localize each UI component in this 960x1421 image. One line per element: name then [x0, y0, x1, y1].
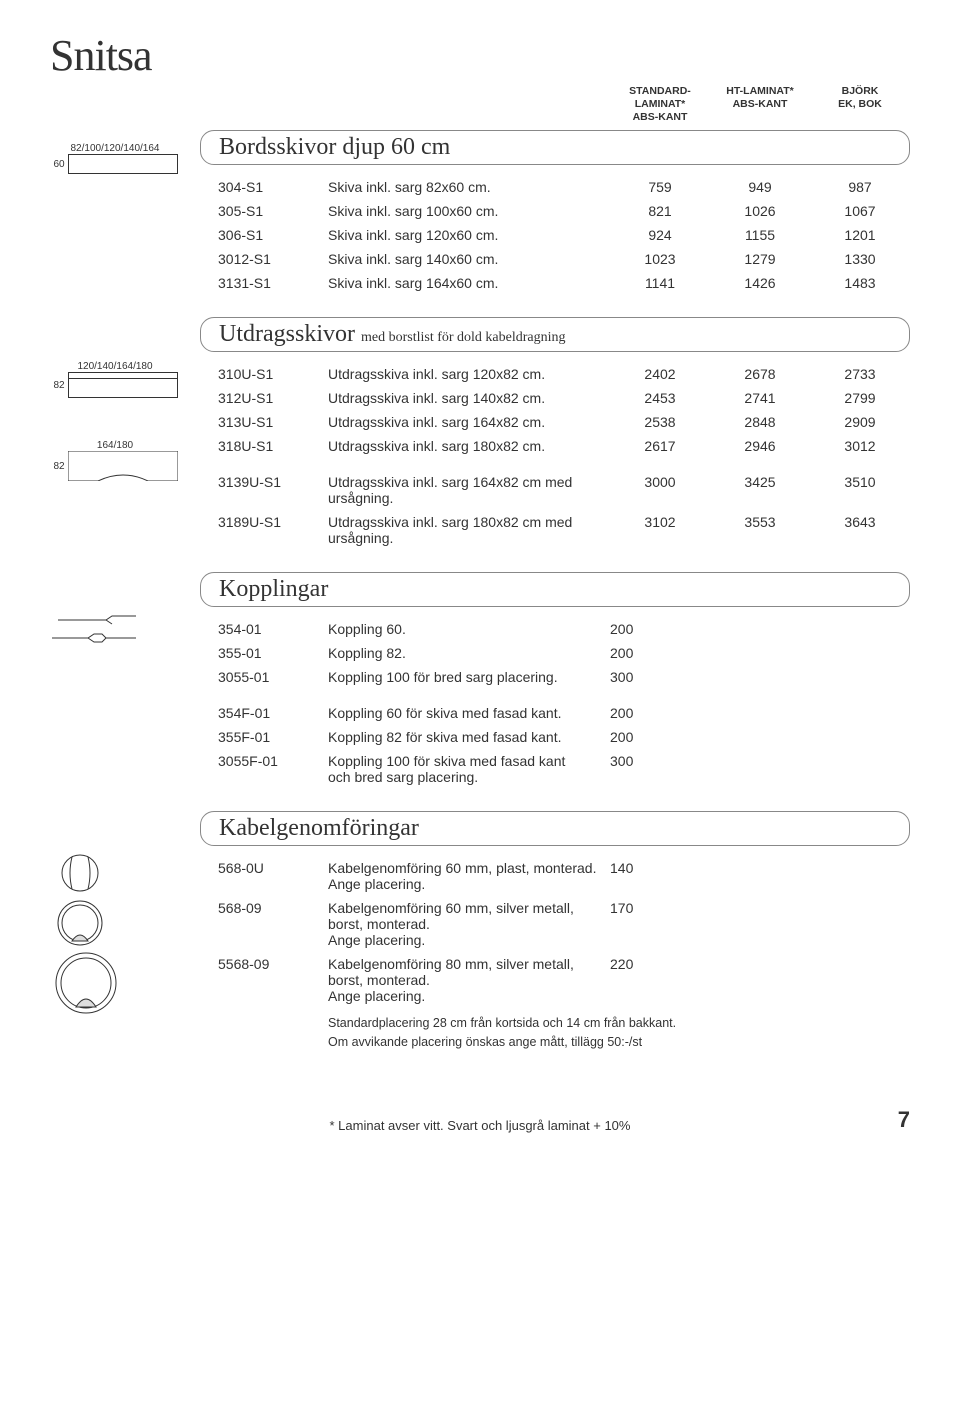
table-row: 3189U-S1Utdragsskiva inkl. sarg 180x82 c… — [218, 510, 910, 550]
table-row: 355-01Koppling 82.200 — [218, 641, 910, 665]
section-heading: Bordsskivor djup 60 cm — [219, 134, 450, 160]
section-heading: Kopplingar — [219, 576, 328, 602]
table-row: 3139U-S1Utdragsskiva inkl. sarg 164x82 c… — [218, 470, 910, 510]
coupling-icon — [50, 612, 200, 651]
table-row: 305-S1Skiva inkl. sarg 100x60 cm.8211026… — [218, 199, 910, 223]
page-title: Snitsa — [50, 30, 910, 81]
column-headers: STANDARD- LAMINAT* ABS-KANT HT-LAMINAT* … — [200, 85, 910, 124]
section1-table: 304-S1Skiva inkl. sarg 82x60 cm.75994998… — [200, 175, 910, 295]
section-utdragsskivor: 120/140/164/180 82 164/180 82 Utdragsski… — [50, 317, 910, 550]
grommet-icon — [50, 851, 200, 1024]
section-heading: Utdragsskivor — [219, 321, 355, 348]
table-row: 313U-S1Utdragsskiva inkl. sarg 164x82 cm… — [218, 410, 910, 434]
page-number: 7 — [870, 1107, 910, 1133]
section-heading: Kabelgenomföringar — [219, 815, 419, 841]
section3-table-1: 354-01Koppling 60.200 355-01Koppling 82.… — [200, 617, 910, 689]
table-row: 568-09Kabelgenomföring 60 mm, silver met… — [218, 896, 910, 952]
section2-table-2: 3139U-S1Utdragsskiva inkl. sarg 164x82 c… — [200, 470, 910, 550]
table-row: 318U-S1Utdragsskiva inkl. sarg 180x82 cm… — [218, 434, 910, 458]
table-row: 354F-01Koppling 60 för skiva med fasad k… — [218, 701, 910, 725]
table-row: 3012-S1Skiva inkl. sarg 140x60 cm.102312… — [218, 247, 910, 271]
section2-table-1: 310U-S1Utdragsskiva inkl. sarg 120x82 cm… — [200, 362, 910, 458]
table-row: 310U-S1Utdragsskiva inkl. sarg 120x82 cm… — [218, 362, 910, 386]
pullout-icon: 120/140/164/180 82 — [50, 361, 180, 398]
table-row: 3055-01Koppling 100 för bred sarg placer… — [218, 665, 910, 689]
table-row: 3131-S1Skiva inkl. sarg 164x60 cm.114114… — [218, 271, 910, 295]
table-row: 354-01Koppling 60.200 — [218, 617, 910, 641]
tabletop-icon: 82/100/120/140/164 60 — [50, 143, 180, 174]
placement-note: Standardplacering 28 cm från kortsida oc… — [200, 1014, 910, 1052]
table-row: 3055F-01Koppling 100 för skiva med fasad… — [218, 749, 910, 789]
footer-note: * Laminat avser vitt. Svart och ljusgrå … — [90, 1118, 870, 1133]
section-subheading: med borstlist för dold kabeldragning — [361, 330, 566, 346]
section-bordsskivor: 82/100/120/140/164 60 STANDARD- LAMINAT*… — [50, 85, 910, 295]
section4-table: 568-0UKabelgenomföring 60 mm, plast, mon… — [200, 856, 910, 1008]
table-row: 5568-09Kabelgenomföring 80 mm, silver me… — [218, 952, 910, 1008]
section-kabelgenomforingar: Kabelgenomföringar 568-0UKabelgenomförin… — [50, 811, 910, 1052]
table-row: 304-S1Skiva inkl. sarg 82x60 cm.75994998… — [218, 175, 910, 199]
table-row: 355F-01Koppling 82 för skiva med fasad k… — [218, 725, 910, 749]
table-row: 306-S1Skiva inkl. sarg 120x60 cm.9241155… — [218, 223, 910, 247]
table-row: 568-0UKabelgenomföring 60 mm, plast, mon… — [218, 856, 910, 896]
page-footer: * Laminat avser vitt. Svart och ljusgrå … — [50, 1107, 910, 1133]
section3-table-2: 354F-01Koppling 60 för skiva med fasad k… — [200, 701, 910, 789]
table-row: 312U-S1Utdragsskiva inkl. sarg 140x82 cm… — [218, 386, 910, 410]
pullout-cutout-icon: 164/180 82 — [50, 440, 180, 481]
section-kopplingar: Kopplingar 354-01Koppling 60.200 355-01K… — [50, 572, 910, 789]
